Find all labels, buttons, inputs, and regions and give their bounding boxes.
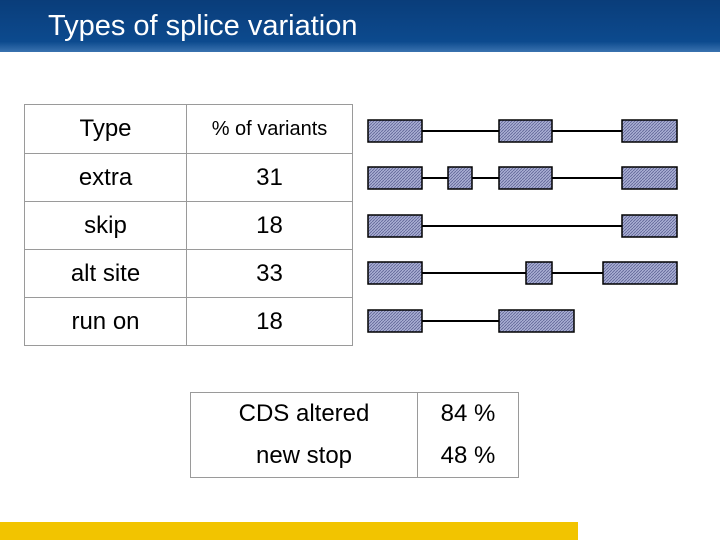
introns bbox=[422, 130, 622, 322]
cell: 33 bbox=[186, 249, 353, 298]
table-row: alt site 33 bbox=[24, 249, 353, 298]
table-row: skip 18 bbox=[24, 201, 353, 250]
exon bbox=[602, 261, 678, 285]
exon bbox=[367, 166, 423, 190]
footer-bar bbox=[0, 522, 578, 540]
slide-title: Types of splice variation bbox=[48, 10, 358, 42]
cell: run on bbox=[24, 297, 187, 346]
summary-row: CDS altered 84 % bbox=[190, 392, 519, 435]
exon bbox=[621, 119, 678, 143]
exon bbox=[367, 261, 423, 285]
exon bbox=[367, 119, 423, 143]
exon bbox=[525, 261, 553, 285]
cell: 18 bbox=[186, 201, 353, 250]
exon bbox=[447, 166, 473, 190]
exon bbox=[498, 309, 575, 333]
header-row: Type % of variants bbox=[24, 104, 353, 154]
exon bbox=[621, 214, 678, 238]
exon bbox=[367, 309, 423, 333]
cell: 31 bbox=[186, 153, 353, 202]
summary-table: CDS altered 84 % new stop 48 % bbox=[190, 392, 519, 478]
exon bbox=[498, 119, 553, 143]
exons bbox=[367, 119, 678, 333]
title-bar: Types of splice variation bbox=[0, 0, 720, 52]
column-header: % of variants bbox=[186, 104, 353, 154]
cell: new stop bbox=[190, 435, 418, 478]
exon bbox=[621, 166, 678, 190]
cell: skip bbox=[24, 201, 187, 250]
summary-row: new stop 48 % bbox=[190, 435, 519, 478]
exon bbox=[498, 166, 553, 190]
table-row: run on 18 bbox=[24, 297, 353, 346]
exon bbox=[367, 214, 423, 238]
column-header: Type bbox=[24, 104, 187, 154]
cell: 18 bbox=[186, 297, 353, 346]
cell: CDS altered bbox=[190, 392, 418, 435]
cell: 84 % bbox=[417, 392, 519, 435]
cell: 48 % bbox=[417, 435, 519, 478]
variant-table: Type % of variants extra 31 skip 18 alt si… bbox=[24, 104, 353, 346]
table-row: extra 31 bbox=[24, 153, 353, 202]
